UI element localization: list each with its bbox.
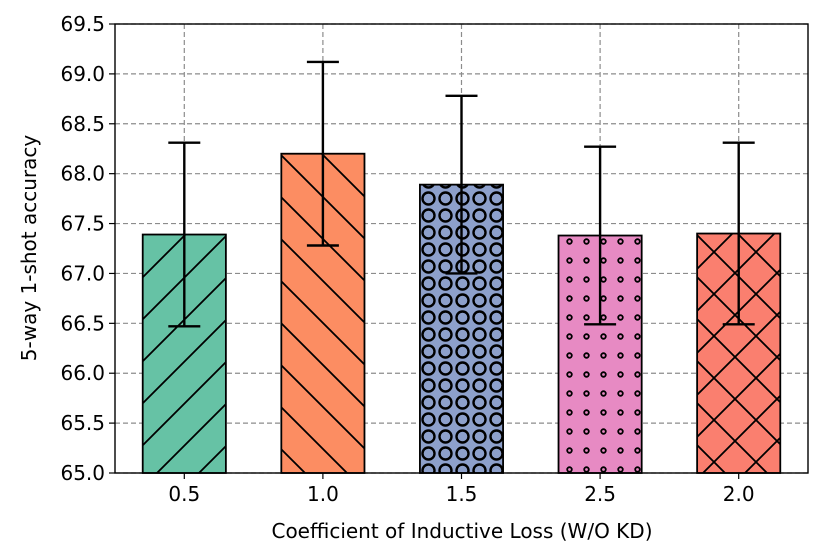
x-tick-label: 1.0 <box>307 482 339 506</box>
y-axis: 65.0 65.5 66.0 66.5 67.0 67.5 68.0 68.5 69.0 69.5 <box>60 12 115 485</box>
error-bar-1.0 <box>306 60 339 247</box>
x-tick-label: 1.5 <box>446 482 478 506</box>
y-axis-title: 5-way 1-shot accuracy <box>17 135 41 362</box>
x-tick-label: 2.5 <box>584 482 616 506</box>
x-tick-label: 0.5 <box>168 482 200 506</box>
x-tick-label: 2.0 <box>723 482 755 506</box>
y-tick-label: 66.0 <box>60 361 105 385</box>
y-tick-label: 65.0 <box>60 461 105 485</box>
error-bar-1.5 <box>445 94 478 275</box>
y-tick-label: 67.0 <box>60 261 105 285</box>
error-bar-2.5 <box>584 145 617 326</box>
error-bar-2.0 <box>722 141 755 326</box>
y-tick-label: 69.0 <box>60 62 105 86</box>
y-tick-label: 68.0 <box>60 162 105 186</box>
error-bars-group <box>168 60 755 328</box>
x-axis-title: Coefficient of Inductive Loss (W/O KD) <box>271 519 652 543</box>
y-tick-label: 66.5 <box>60 311 105 335</box>
y-tick-label: 69.5 <box>60 12 105 36</box>
x-axis: 0.5 1.0 1.5 2.5 2.0 <box>168 473 755 506</box>
y-tick-label: 68.5 <box>60 112 105 136</box>
y-tick-label: 65.5 <box>60 411 105 435</box>
y-tick-label: 67.5 <box>60 212 105 236</box>
error-bar-0.5 <box>168 141 201 328</box>
